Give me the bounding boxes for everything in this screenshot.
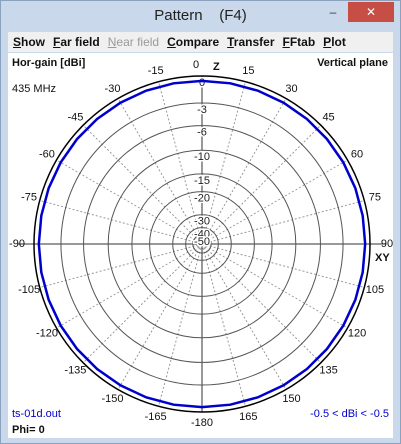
window-title: Pattern (F4) [154, 7, 247, 24]
ring [60, 102, 344, 386]
spoke [117, 243, 203, 390]
spoke [39, 200, 203, 245]
ring [185, 227, 219, 261]
angle-label: -45 [67, 111, 83, 123]
ring-label: -40 [194, 229, 210, 241]
close-button[interactable]: ✕ [348, 2, 394, 22]
ring-label: -15 [194, 175, 210, 187]
spoke [201, 243, 322, 364]
ring-label: -10 [194, 151, 210, 163]
spoke [201, 159, 348, 245]
menu-item[interactable]: FFtab [282, 35, 316, 49]
spoke [56, 243, 203, 329]
ring [149, 191, 255, 297]
minimize-button[interactable]: – [329, 5, 337, 19]
xy-label: XY [375, 252, 390, 264]
angle-label: -105 [18, 284, 40, 296]
angle-label: 30 [285, 83, 297, 95]
spoke [158, 243, 203, 407]
menu-item[interactable]: Transfer [227, 35, 275, 49]
spoke [201, 243, 287, 390]
angle-label: -15 [148, 65, 164, 77]
menu-item[interactable]: Plot [323, 35, 346, 49]
angle-label: 135 [319, 364, 337, 376]
angle-label: -135 [64, 364, 86, 376]
spoke [39, 243, 203, 288]
frequency-label: 435 MHz [12, 83, 56, 95]
z-label: Z [213, 61, 220, 73]
angle-label: -180 [191, 417, 213, 429]
spoke [201, 98, 287, 245]
pattern-line [37, 79, 367, 409]
plane-label: Vertical plane [317, 57, 388, 69]
angle-label: -75 [21, 192, 37, 204]
spoke [82, 124, 203, 245]
angle-label: -60 [39, 148, 55, 160]
ring-label: -6 [197, 126, 207, 138]
spoke [201, 81, 246, 245]
spoke [201, 243, 365, 288]
ring-label: -3 [197, 104, 207, 116]
chart: 0153045607590105120135150165-180-165-150… [8, 53, 393, 438]
angle-label: 90 [381, 238, 393, 250]
spoke [201, 243, 246, 407]
ring [192, 234, 212, 254]
angle-label: 75 [369, 192, 381, 204]
angle-label: -120 [36, 327, 58, 339]
ring-label: -20 [194, 193, 210, 205]
ring [33, 75, 371, 413]
ring [107, 149, 297, 339]
angle-label: 45 [322, 111, 334, 123]
ring [172, 214, 232, 274]
spoke [82, 243, 203, 364]
menu-item[interactable]: Far field [53, 35, 100, 49]
angle-label: -150 [101, 393, 123, 405]
angle-label: 0 [193, 59, 199, 71]
file-label: ts-01d.out [12, 408, 61, 420]
ring-label: -30 [194, 216, 210, 228]
menu-item[interactable]: Show [13, 35, 46, 49]
spoke [117, 98, 203, 245]
angle-label: 165 [239, 411, 257, 423]
angle-label: -165 [145, 411, 167, 423]
phi-label: Phi= 0 [12, 424, 45, 436]
spoke [56, 159, 203, 245]
ring [83, 125, 321, 363]
spoke [201, 124, 322, 245]
angle-label: -90 [9, 238, 25, 250]
angle-label: 120 [348, 327, 366, 339]
ring [131, 173, 273, 315]
angle-label: -30 [105, 83, 121, 95]
ring-label: -50 [194, 236, 210, 248]
angle-label: 60 [351, 148, 363, 160]
menu-item[interactable]: Compare [167, 35, 220, 49]
chart-title: Hor-gain [dBi] [12, 57, 86, 69]
angle-label: 150 [282, 393, 300, 405]
menu-item[interactable]: Near field [107, 35, 160, 49]
menu-bar: Show Far field Near field Compare Transfer FF… [8, 32, 393, 52]
angle-label: 105 [366, 284, 384, 296]
range-label: -0.5 < dBi < -0.5 [310, 408, 389, 420]
spoke [201, 200, 365, 245]
angle-label: 15 [242, 65, 254, 77]
spoke [158, 81, 203, 245]
ring-label: 0 [199, 77, 205, 89]
spoke [201, 243, 348, 329]
